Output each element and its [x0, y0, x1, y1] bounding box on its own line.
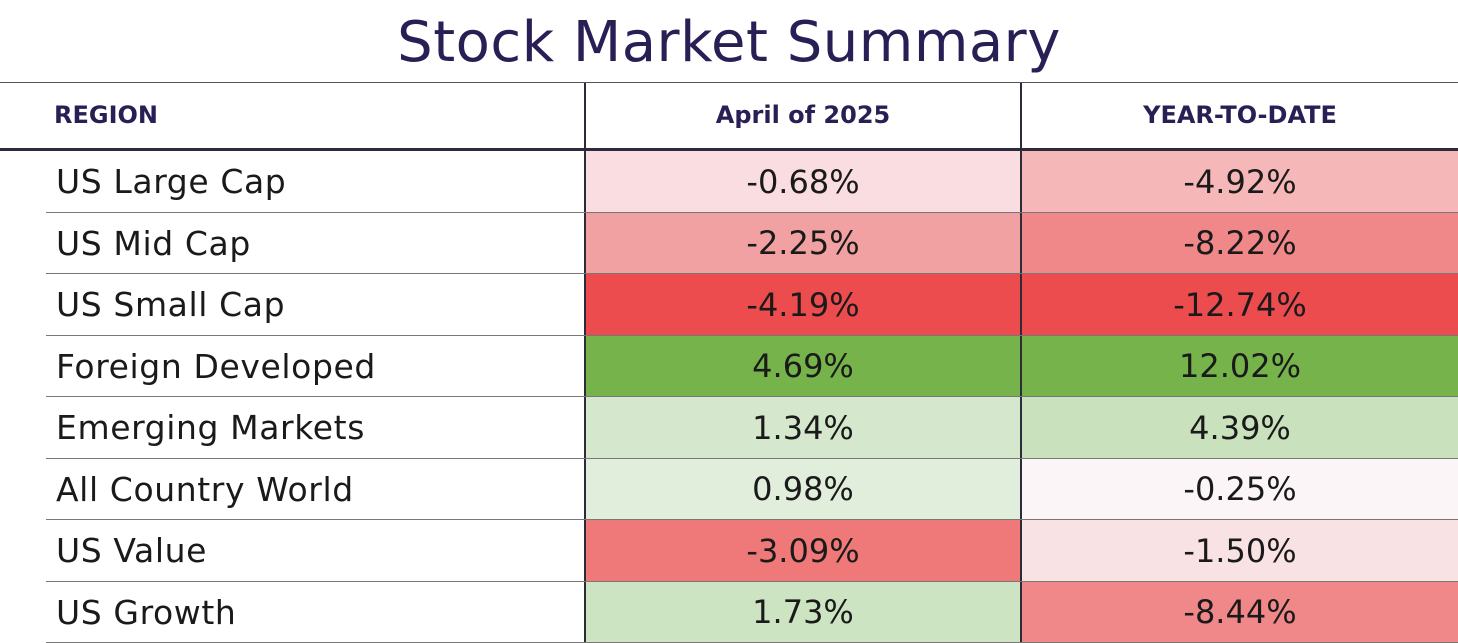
table-row: All Country World 0.98%-0.25%	[0, 459, 1458, 521]
header-region: REGION	[54, 83, 574, 147]
ytd-value-cell: -8.22%	[1022, 213, 1458, 274]
table-row: US Large Cap -0.68%-4.92%	[0, 151, 1458, 213]
april-value-cell: 1.34%	[586, 397, 1020, 458]
table-row: US Small Cap -4.19%-12.74%	[0, 274, 1458, 336]
april-value-cell: -3.09%	[586, 520, 1020, 581]
region-label: All Country World	[56, 459, 354, 520]
table-body: US Large Cap -0.68%-4.92% US Mid Cap -2.25%…	[0, 151, 1458, 643]
header-ytd: YEAR-TO-DATE	[1022, 83, 1458, 147]
table-row: Foreign Developed 4.69%12.02%	[0, 336, 1458, 398]
ytd-value-cell: -1.50%	[1022, 520, 1458, 581]
ytd-value-cell: -4.92%	[1022, 151, 1458, 212]
april-value-cell: 4.69%	[586, 336, 1020, 397]
april-value-cell: 0.98%	[586, 459, 1020, 520]
april-value-cell: -4.19%	[586, 274, 1020, 335]
region-label: US Small Cap	[56, 274, 285, 335]
region-label: US Growth	[56, 582, 236, 643]
header-april: April of 2025	[586, 83, 1020, 147]
ytd-value-cell: 4.39%	[1022, 397, 1458, 458]
region-label: US Large Cap	[56, 151, 286, 212]
table-row: US Growth 1.73%-8.44%	[0, 582, 1458, 643]
region-label: Foreign Developed	[56, 336, 376, 397]
region-label: US Mid Cap	[56, 213, 251, 274]
april-value-cell: -0.68%	[586, 151, 1020, 212]
ytd-value-cell: -8.44%	[1022, 582, 1458, 643]
april-value-cell: -2.25%	[586, 213, 1020, 274]
region-label: Emerging Markets	[56, 397, 365, 458]
ytd-value-cell: -12.74%	[1022, 274, 1458, 335]
table-title: Stock Market Summary	[0, 8, 1458, 78]
table-row: US Value -3.09%-1.50%	[0, 520, 1458, 582]
ytd-value-cell: -0.25%	[1022, 459, 1458, 520]
ytd-value-cell: 12.02%	[1022, 336, 1458, 397]
april-value-cell: 1.73%	[586, 582, 1020, 643]
header-row: REGION April of 2025 YEAR-TO-DATE	[0, 83, 1458, 147]
region-label: US Value	[56, 520, 207, 581]
table-row: Emerging Markets 1.34%4.39%	[0, 397, 1458, 459]
table-row: US Mid Cap -2.25%-8.22%	[0, 213, 1458, 275]
